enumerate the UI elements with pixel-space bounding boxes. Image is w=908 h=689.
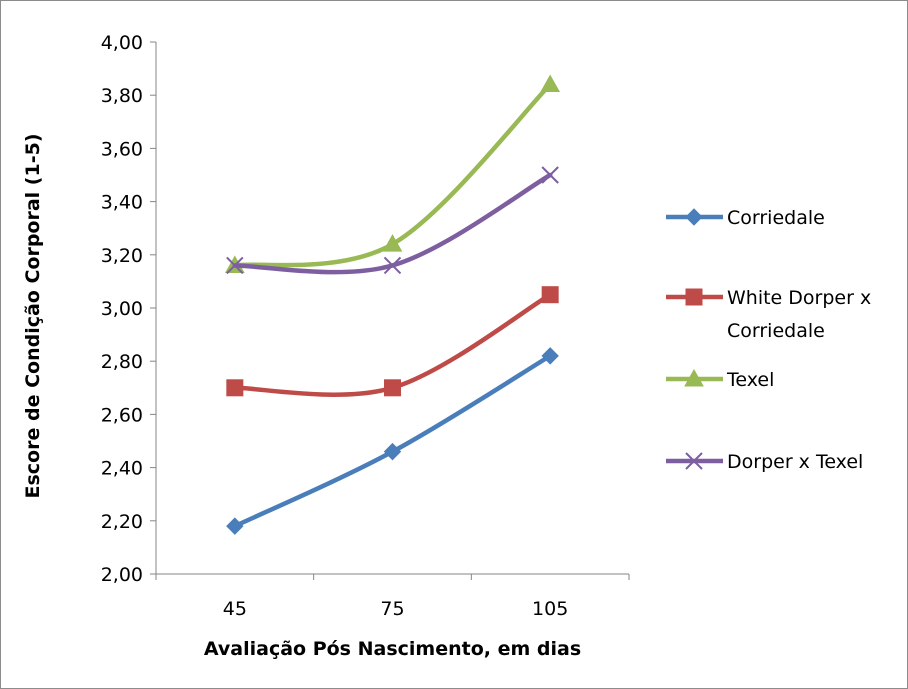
data-point-triangle [382, 234, 403, 252]
legend-label: White Dorper x [727, 287, 871, 309]
series-dorper-x-texel [226, 166, 559, 275]
y-tick-label: 3,40 [101, 192, 143, 214]
x-tick-label: 45 [223, 598, 247, 620]
legend-label: Texel [726, 369, 774, 391]
series-line [232, 172, 553, 275]
series-group [224, 74, 561, 535]
data-point-x [541, 166, 559, 184]
data-point-square [226, 379, 244, 397]
y-tick-label: 2,60 [101, 404, 143, 426]
series-corriedale [226, 347, 559, 535]
data-point-x [383, 256, 402, 275]
legend: Corriedale White Dorper x Corriedale Texel D… [666, 207, 871, 473]
x-tick-label: 105 [532, 598, 568, 620]
data-point-diamond [541, 347, 559, 365]
legend-label: Corriedale [727, 207, 825, 229]
legend-item: Texel [666, 368, 774, 391]
y-axis-title: Escore de Condição Corporal (1-5) [22, 134, 44, 499]
data-point-x [226, 256, 244, 275]
x-axis-title: Avaliação Pós Nascimento, em dias [204, 638, 581, 660]
series-texel [224, 74, 561, 273]
legend-label: Corriedale [727, 320, 825, 342]
data-point-triangle [540, 74, 561, 93]
y-tick-label: 2,40 [101, 458, 143, 480]
legend-label: Dorper x Texel [727, 451, 863, 473]
y-tick-label: 2,00 [101, 564, 143, 586]
legend-item: White Dorper x Corriedale [666, 287, 871, 342]
y-tick-label: 2,20 [101, 511, 143, 533]
legend-marker-diamond [685, 208, 703, 226]
series-white-dorper-x-corriedale [226, 286, 559, 397]
x-ticks: 45 75 105 [155, 574, 630, 620]
data-point-square [541, 286, 559, 304]
y-tick-label: 3,00 [101, 298, 143, 320]
legend-marker-square [685, 288, 703, 306]
y-tick-label: 3,20 [101, 245, 143, 267]
data-point-square [384, 379, 401, 397]
y-tick-label: 3,80 [101, 85, 143, 107]
legend-item: Dorper x Texel [666, 451, 863, 473]
legend-marker-x [685, 452, 703, 470]
legend-marker-triangle [684, 368, 704, 387]
data-point-diamond [226, 517, 244, 535]
y-tick-label: 4,00 [101, 32, 143, 54]
y-tick-label: 3,60 [101, 138, 143, 160]
y-ticks: 2,00 2,20 2,40 2,60 2,80 3,00 3,20 3,40 3,60 3,80… [101, 32, 156, 586]
y-tick-label: 2,80 [101, 351, 143, 373]
series-line [232, 82, 553, 268]
x-tick-label: 75 [380, 598, 404, 620]
data-point-diamond [383, 442, 402, 461]
legend-item: Corriedale [666, 207, 825, 229]
axes [155, 42, 629, 575]
